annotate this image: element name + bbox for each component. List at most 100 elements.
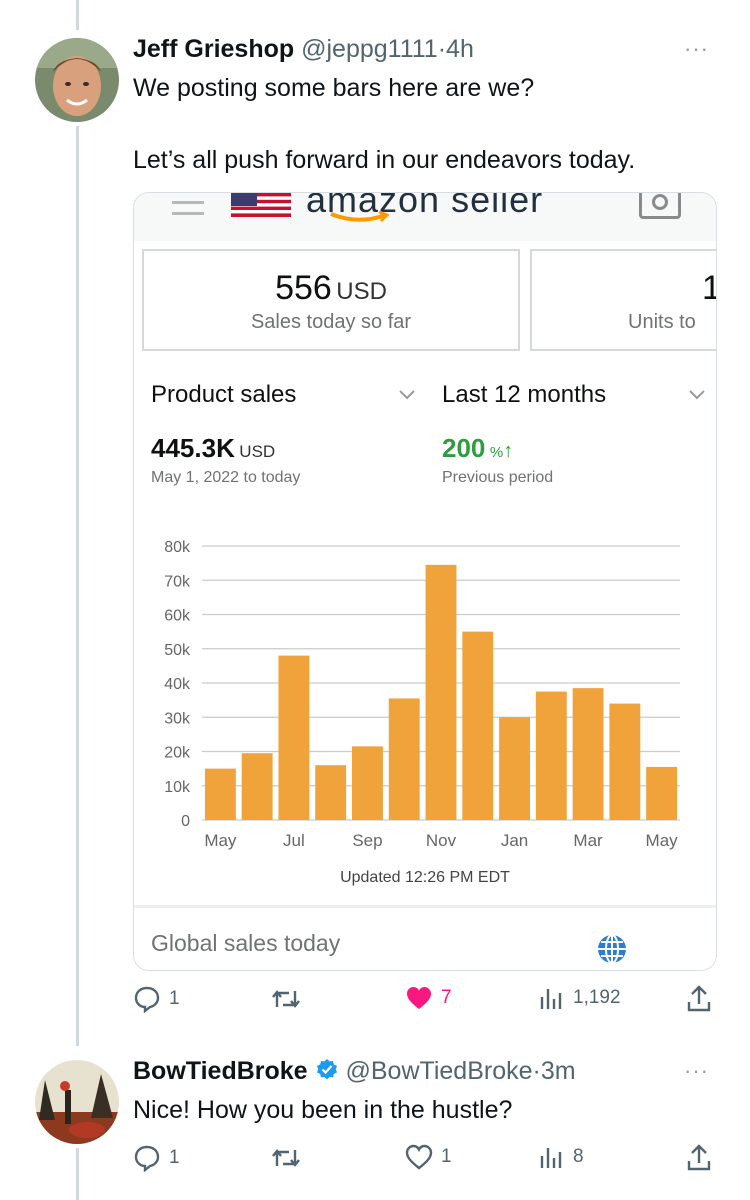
avatar-jeff[interactable] (35, 38, 119, 122)
heart-icon (405, 1144, 433, 1170)
camera-icon (639, 193, 681, 219)
y-tick-label: 70k (164, 573, 191, 590)
share-button[interactable] (686, 1144, 712, 1172)
analytics-icon (540, 1148, 562, 1168)
units-today-value: 1 (702, 269, 716, 308)
x-tick-label: Nov (426, 831, 457, 850)
reply-button[interactable]: 1 (133, 985, 180, 1013)
analytics-icon (540, 989, 562, 1009)
x-tick-label: Jan (501, 831, 528, 850)
y-tick-label: 10k (164, 779, 191, 796)
total-sales: 445.3K USD (151, 433, 275, 464)
x-tick-label: May (646, 831, 679, 850)
views-button[interactable]: 8 (539, 1144, 584, 1170)
period-change-value: 200 (442, 433, 486, 463)
bar (535, 691, 567, 820)
author-handle[interactable]: @jeppg1111 (301, 35, 438, 63)
bar (388, 698, 420, 820)
reply-icon (134, 1145, 160, 1172)
view-count: 8 (573, 1146, 584, 1167)
reply-actions: 1 1 8 (133, 1144, 713, 1178)
retweet-button[interactable] (271, 1144, 301, 1172)
view-count: 1,192 (573, 987, 621, 1008)
total-sales-range: May 1, 2022 to today (151, 469, 301, 486)
total-sales-value: 445.3K (151, 433, 235, 463)
y-tick-label: 0 (181, 813, 190, 830)
reply-count: 1 (169, 988, 180, 1009)
y-tick-label: 60k (164, 608, 191, 625)
units-today-label: Units to (628, 311, 696, 333)
y-tick-label: 20k (164, 745, 191, 762)
more-options-icon[interactable]: ··· (684, 36, 709, 61)
views-button[interactable]: 1,192 (539, 985, 621, 1011)
us-flag-icon (231, 193, 291, 217)
chevron-down-icon[interactable] (398, 389, 416, 401)
share-button[interactable] (686, 985, 712, 1013)
total-sales-unit: USD (239, 442, 276, 461)
reply-author-handle[interactable]: @BowTiedBroke (345, 1057, 533, 1085)
thread-line-connector (76, 126, 79, 1046)
bar (278, 655, 310, 820)
product-sales-dropdown[interactable]: Product sales (151, 381, 297, 408)
bar (609, 703, 641, 820)
bar (572, 688, 604, 820)
share-icon (687, 985, 711, 1012)
reply-author-name[interactable]: BowTiedBroke (133, 1057, 308, 1085)
x-tick-label: Jul (283, 831, 305, 850)
x-tick-label: Mar (573, 831, 603, 850)
units-today-card[interactable]: 1 Units to (530, 249, 716, 351)
tweet-header: Jeff Grieshop @jeppg1111·4h (133, 35, 474, 64)
retweet-icon (272, 990, 300, 1008)
sales-today-value: 556 (275, 269, 332, 307)
sales-today-card[interactable]: 556 USD Sales today so far (142, 249, 520, 351)
like-count: 7 (441, 987, 452, 1008)
globe-icon[interactable] (596, 933, 628, 965)
period-change-unit: % (489, 444, 504, 461)
global-sales-label: Global sales today (151, 930, 341, 956)
bar (499, 717, 530, 820)
y-tick-label: 80k (164, 539, 191, 556)
verified-badge-icon (316, 1059, 337, 1080)
reply-time[interactable]: 3m (540, 1057, 576, 1085)
menu-icon (172, 201, 204, 215)
updated-time: Updated 12:26 PM EDT (340, 869, 510, 886)
reply-icon (134, 986, 160, 1013)
tweet-time[interactable]: 4h (446, 35, 474, 63)
reply-header: BowTiedBroke @BowTiedBroke·3m (133, 1057, 576, 1086)
global-sales-section[interactable]: Global sales today (134, 905, 716, 970)
tweet-text-line2: Let’s all push forward in our endeavors … (133, 146, 636, 174)
amazon-smile-icon (330, 211, 389, 223)
seller-app-header: amazon seller (134, 193, 716, 241)
avatar-bowtiedbroke[interactable] (35, 1060, 119, 1144)
separator-dot: · (437, 35, 447, 63)
y-tick-label: 40k (164, 676, 191, 693)
reply-count: 1 (169, 1147, 180, 1168)
x-tick-label: Sep (352, 831, 382, 850)
heart-filled-icon (407, 987, 431, 1009)
bar (462, 631, 494, 820)
thread-line-top (76, 0, 79, 30)
like-button[interactable]: 7 (405, 985, 452, 1011)
like-count: 1 (441, 1146, 452, 1167)
bar (241, 753, 273, 820)
author-name[interactable]: Jeff Grieshop (133, 35, 295, 63)
arrow-up-icon: ↑ (503, 440, 514, 462)
retweet-button[interactable] (271, 985, 301, 1013)
chevron-down-icon[interactable] (688, 389, 706, 401)
bar (425, 564, 457, 820)
tweet-text-line1: We posting some bars here are we? (133, 74, 535, 102)
bar (204, 768, 236, 820)
period-change: 200 %↑ (442, 433, 513, 464)
tweet-media-image[interactable]: amazon seller 556 USD Sales today so far… (133, 192, 717, 971)
like-button[interactable]: 1 (405, 1144, 452, 1170)
reply-button[interactable]: 1 (133, 1144, 180, 1172)
retweet-icon (272, 1149, 300, 1167)
bar (315, 765, 347, 820)
tweet-actions: 1 7 1,192 (133, 985, 713, 1019)
y-tick-label: 50k (164, 642, 191, 659)
period-dropdown[interactable]: Last 12 months (442, 381, 607, 408)
x-tick-label: May (204, 831, 237, 850)
more-options-icon[interactable]: ··· (684, 1058, 709, 1083)
sales-today-label: Sales today so far (250, 311, 412, 333)
thread-line-bottom (76, 1148, 79, 1200)
